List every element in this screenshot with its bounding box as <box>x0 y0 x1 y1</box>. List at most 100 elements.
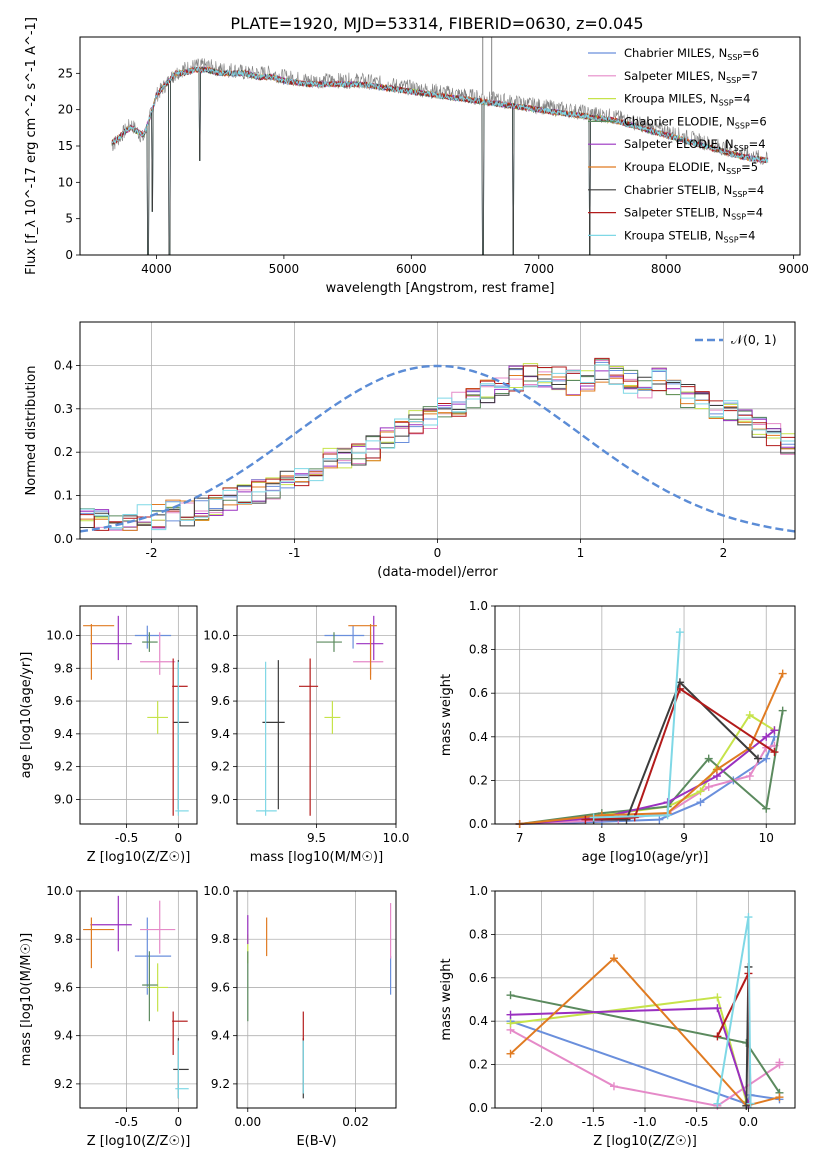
legend-nssp: N <box>717 69 726 83</box>
x-tick-label: 7000 <box>523 262 554 276</box>
legend-nssp: N <box>710 92 719 106</box>
x-axis-label: E(B-V) <box>296 1134 336 1149</box>
legend-nssp-sub: SSP <box>724 235 739 244</box>
y-tick-label: 0.1 <box>54 489 73 503</box>
x-tick-label: 5000 <box>269 262 300 276</box>
legend-nssp: N <box>726 114 735 128</box>
axes-frame <box>236 605 397 825</box>
x-tick-label: -1.0 <box>633 1115 656 1129</box>
legend-nssp-value: =4 <box>739 228 756 242</box>
panel-mass-vs-ebv: 0.00 0.02 9.2 9.4 9.6 9.8 10.0 E(B-V) <box>203 884 397 1149</box>
legend-label: Salpeter MILES, NSSP=7 <box>624 69 758 85</box>
y-tick-label: 10.0 <box>46 629 73 643</box>
legend-nssp: N <box>715 228 724 242</box>
x-tick-label: 0.00 <box>234 1115 261 1129</box>
y-axis-label: mass weight <box>439 674 454 756</box>
y-tick-label: 0.2 <box>54 445 73 459</box>
y-tick-label: 0.8 <box>469 643 488 657</box>
y-tick-label: 9.4 <box>54 1029 73 1043</box>
spectrum-model-line <box>111 66 769 164</box>
x-tick-label: 0.02 <box>342 1115 369 1129</box>
x-tick-label: 10.0 <box>383 831 410 845</box>
y-tick-label: 10 <box>58 175 73 189</box>
x-tick-label: -1.5 <box>582 1115 605 1129</box>
x-tick-label: 0.0 <box>739 1115 758 1129</box>
legend-label: Chabrier STELIB, NSSP=4 <box>624 183 764 199</box>
y-tick-label: 0.0 <box>469 817 488 831</box>
x-axis-label: (data-model)/error <box>377 565 498 580</box>
legend-nssp-sub: SSP <box>735 121 750 130</box>
weight-line <box>519 710 784 825</box>
y-tick-label: 10.0 <box>203 629 230 643</box>
y-tick-label: 9.0 <box>211 792 230 806</box>
x-tick-label: 1 <box>577 546 585 560</box>
y-tick-label: 0.3 <box>54 402 73 416</box>
y-axis-label: Normed distribution <box>24 366 39 496</box>
y-tick-label: 9.2 <box>211 760 230 774</box>
legend-nssp-sub: SSP <box>734 144 749 153</box>
y-tick-label: 9.8 <box>211 661 230 675</box>
legend-nssp-value: =4 <box>734 92 751 106</box>
x-tick-label: 9 <box>680 831 688 845</box>
x-tick-label: 8000 <box>651 262 682 276</box>
y-tick-label: 20 <box>58 103 73 117</box>
y-tick-label: 9.4 <box>211 1029 230 1043</box>
x-tick-label: 0 <box>434 546 442 560</box>
y-tick-label: 0.0 <box>54 532 73 546</box>
y-tick-label: 25 <box>58 66 73 80</box>
axes-frame <box>79 890 198 1109</box>
axes-frame <box>494 890 796 1109</box>
x-axis-label: Z [log10(Z/Z☉)] <box>87 850 191 865</box>
legend-label: 𝒩(0, 1) <box>731 332 777 347</box>
x-tick-label: 6000 <box>396 262 427 276</box>
axes-frame <box>79 605 198 825</box>
legend-nssp-sub: SSP <box>726 76 741 85</box>
y-tick-label: 0.4 <box>469 1014 488 1028</box>
panel-massweight-vs-age: 7 8 9 10 0.0 0.2 0.4 0.6 0.8 1.0 age [log10(age/yr… <box>439 599 796 865</box>
x-tick-label: 9000 <box>778 262 809 276</box>
residual-histogram <box>80 364 795 531</box>
x-tick-label: -0.5 <box>115 831 138 845</box>
legend-nssp: N <box>722 206 731 220</box>
y-tick-label: 1.0 <box>469 884 488 898</box>
legend-nssp-value: =6 <box>742 46 759 60</box>
axes-frame <box>79 36 801 256</box>
y-tick-label: 9.6 <box>211 980 230 994</box>
y-tick-label: 9.2 <box>211 1077 230 1091</box>
x-tick-label: 2 <box>720 546 728 560</box>
y-tick-label: 0.0 <box>469 1101 488 1115</box>
weight-line <box>585 687 776 821</box>
y-axis-label: Flux [f_λ 10^-17 erg cm^-2 s^-1 A^-1] <box>24 17 39 275</box>
y-tick-label: 9.8 <box>54 932 73 946</box>
legend-label: Salpeter STELIB, NSSP=4 <box>624 206 763 222</box>
legend-label: Kroupa ELODIE, NSSP=5 <box>624 160 758 176</box>
x-tick-label: -0.5 <box>115 1115 138 1129</box>
x-tick-label: -2 <box>146 546 158 560</box>
x-tick-label: 4000 <box>141 262 172 276</box>
panel-age-vs-Z: -0.5 0 9.0 9.2 9.4 9.6 9.8 10.0 Z [log10(Z/Z☉)] a… <box>19 605 198 865</box>
y-tick-label: 9.8 <box>211 932 230 946</box>
legend-label: Kroupa STELIB, NSSP=4 <box>624 228 755 244</box>
y-tick-label: 0.6 <box>469 686 488 700</box>
y-axis-label: mass [log10(M/M☉)] <box>19 933 34 1066</box>
axes-frame <box>236 890 397 1109</box>
legend-nssp-sub: SSP <box>719 99 734 108</box>
y-tick-label: 15 <box>58 139 73 153</box>
legend-nssp-value: =5 <box>741 160 758 174</box>
y-tick-label: 0.8 <box>469 927 488 941</box>
x-axis-label: Z [log10(Z/Z☉)] <box>87 1134 191 1149</box>
y-tick-label: 0.6 <box>469 971 488 985</box>
y-tick-label: 10.0 <box>203 884 230 898</box>
legend-nssp-value: =4 <box>749 137 766 151</box>
x-tick-label: 0 <box>175 1115 183 1129</box>
y-tick-label: 9.4 <box>211 727 230 741</box>
x-axis-label: age [log10(age/yr)] <box>582 850 709 865</box>
x-axis-label: Z [log10(Z/Z☉)] <box>593 1134 697 1149</box>
legend-nssp-sub: SSP <box>732 190 747 199</box>
y-tick-label: 0.4 <box>54 358 73 372</box>
spectrum-observed-line <box>111 58 769 255</box>
weight-line <box>716 916 752 1104</box>
legend-nssp: N <box>717 160 726 174</box>
